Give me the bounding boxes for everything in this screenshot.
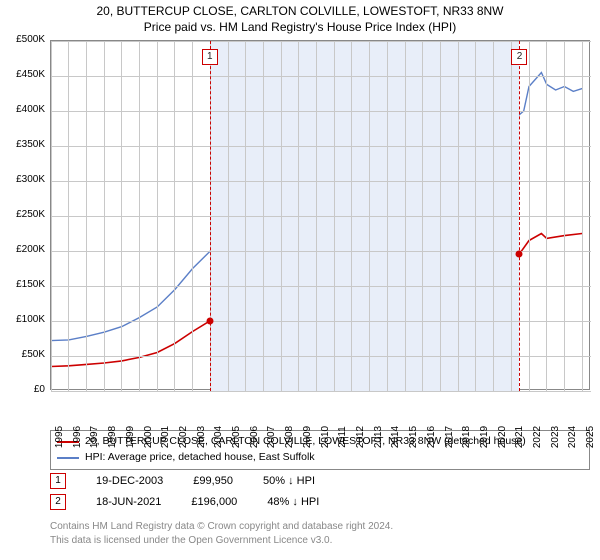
x-tick-label: 2001 [160, 422, 171, 452]
x-gridline [86, 41, 87, 391]
transaction-price: £99,950 [193, 475, 233, 487]
x-tick-label: 2025 [585, 422, 596, 452]
legend-label: HPI: Average price, detached house, East… [85, 450, 315, 466]
x-tick-label: 2005 [231, 422, 242, 452]
x-tick-label: 1997 [89, 422, 100, 452]
transaction-price: £196,000 [191, 496, 237, 508]
x-gridline [174, 41, 175, 391]
x-tick-label: 2023 [550, 422, 561, 452]
x-tick-label: 2015 [408, 422, 419, 452]
x-tick-label: 1999 [125, 422, 136, 452]
x-gridline [387, 41, 388, 391]
marker-dot-1 [206, 318, 213, 325]
y-tick-label: £300K [5, 174, 45, 185]
x-gridline [458, 41, 459, 391]
chart-title: 20, BUTTERCUP CLOSE, CARLTON COLVILLE, L… [0, 0, 600, 35]
x-tick-label: 2008 [284, 422, 295, 452]
footer: Contains HM Land Registry data © Crown c… [50, 520, 393, 547]
x-gridline [298, 41, 299, 391]
x-gridline [369, 41, 370, 391]
marker-badge-1: 1 [50, 473, 66, 489]
x-tick-label: 2016 [426, 422, 437, 452]
x-tick-label: 2017 [444, 422, 455, 452]
x-gridline [68, 41, 69, 391]
title-line-2: Price paid vs. HM Land Registry's House … [0, 19, 600, 35]
x-gridline [192, 41, 193, 391]
title-line-1: 20, BUTTERCUP CLOSE, CARLTON COLVILLE, L… [0, 3, 600, 19]
x-gridline [121, 41, 122, 391]
x-tick-label: 2002 [178, 422, 189, 452]
y-tick-label: £450K [5, 69, 45, 80]
x-gridline [564, 41, 565, 391]
marker-box-2: 2 [511, 49, 527, 65]
x-tick-label: 2009 [302, 422, 313, 452]
x-tick-label: 1998 [107, 422, 118, 452]
x-gridline [51, 41, 52, 391]
y-tick-label: £50K [5, 349, 45, 360]
x-tick-label: 2003 [196, 422, 207, 452]
x-gridline [511, 41, 512, 391]
transaction-date: 19-DEC-2003 [96, 475, 163, 487]
marker-line-1 [210, 41, 211, 391]
x-tick-label: 2000 [143, 422, 154, 452]
legend-item-hpi: HPI: Average price, detached house, East… [57, 450, 583, 466]
y-tick-label: £200K [5, 244, 45, 255]
x-gridline [263, 41, 264, 391]
marker-line-2 [519, 41, 520, 391]
x-gridline [546, 41, 547, 391]
x-gridline [316, 41, 317, 391]
x-tick-label: 1995 [54, 422, 65, 452]
x-gridline [139, 41, 140, 391]
x-gridline [529, 41, 530, 391]
x-tick-label: 2018 [461, 422, 472, 452]
x-gridline [157, 41, 158, 391]
x-gridline [351, 41, 352, 391]
x-tick-label: 2012 [355, 422, 366, 452]
transaction-date: 18-JUN-2021 [96, 496, 161, 508]
y-tick-label: £500K [5, 34, 45, 45]
x-tick-label: 2011 [337, 422, 348, 452]
y-tick-label: £0 [5, 384, 45, 395]
chart-area: 12 [50, 40, 590, 390]
x-tick-label: 2019 [479, 422, 490, 452]
transaction-delta: 50% ↓ HPI [263, 475, 315, 487]
x-tick-label: 2020 [497, 422, 508, 452]
x-gridline [493, 41, 494, 391]
y-tick-label: £350K [5, 139, 45, 150]
x-tick-label: 2007 [266, 422, 277, 452]
x-tick-label: 2022 [532, 422, 543, 452]
marker-dot-2 [516, 250, 523, 257]
y-tick-label: £400K [5, 104, 45, 115]
legend-swatch [57, 457, 79, 459]
x-tick-label: 2021 [514, 422, 525, 452]
x-tick-label: 1996 [72, 422, 83, 452]
x-gridline [422, 41, 423, 391]
x-tick-label: 2006 [249, 422, 260, 452]
transaction-row-2: 2 18-JUN-2021 £196,000 48% ↓ HPI [50, 494, 319, 510]
x-gridline [582, 41, 583, 391]
x-tick-label: 2004 [213, 422, 224, 452]
y-tick-label: £250K [5, 209, 45, 220]
x-tick-label: 2024 [567, 422, 578, 452]
x-gridline [440, 41, 441, 391]
x-tick-label: 2010 [320, 422, 331, 452]
x-gridline [245, 41, 246, 391]
x-gridline [228, 41, 229, 391]
y-tick-label: £150K [5, 279, 45, 290]
marker-box-1: 1 [202, 49, 218, 65]
y-tick-label: £100K [5, 314, 45, 325]
x-gridline [334, 41, 335, 391]
transaction-delta: 48% ↓ HPI [267, 496, 319, 508]
x-gridline [104, 41, 105, 391]
x-gridline [281, 41, 282, 391]
footer-line-1: Contains HM Land Registry data © Crown c… [50, 520, 393, 534]
x-gridline [475, 41, 476, 391]
x-tick-label: 2013 [373, 422, 384, 452]
marker-badge-2: 2 [50, 494, 66, 510]
x-gridline [405, 41, 406, 391]
footer-line-2: This data is licensed under the Open Gov… [50, 534, 393, 548]
x-tick-label: 2014 [390, 422, 401, 452]
transaction-row-1: 1 19-DEC-2003 £99,950 50% ↓ HPI [50, 473, 315, 489]
